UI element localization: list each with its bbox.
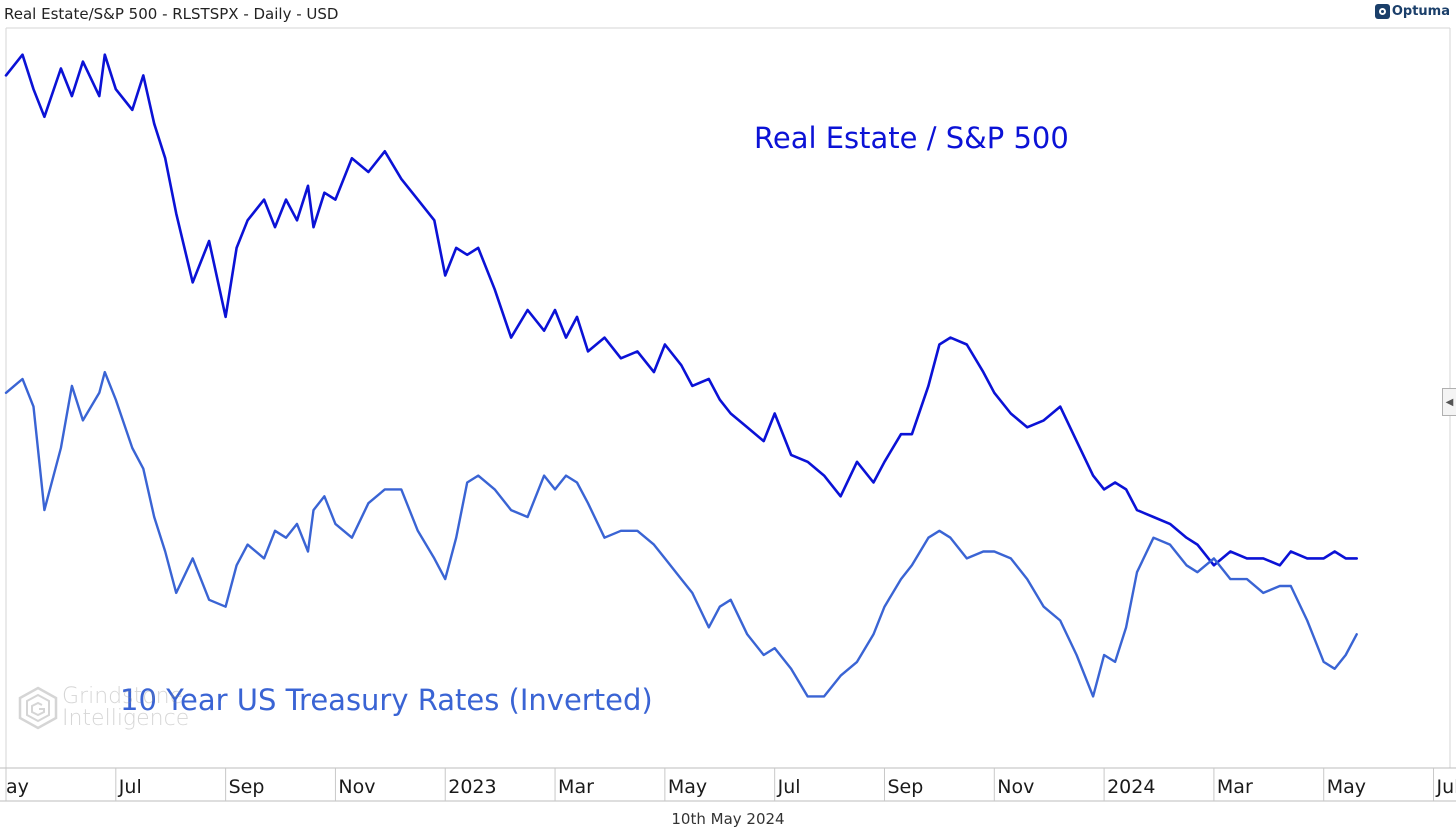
collapse-panel-button[interactable]: ◀ bbox=[1442, 388, 1456, 416]
chevron-left-icon: ◀ bbox=[1445, 396, 1454, 408]
x-tick-label: 2023 bbox=[448, 776, 496, 798]
x-tick-label: 2024 bbox=[1107, 776, 1155, 798]
series-layer bbox=[4, 53, 1358, 698]
chart-date-label: 10th May 2024 bbox=[671, 810, 785, 828]
series-labels: Real Estate / S&P 500 10 Year US Treasury… bbox=[120, 121, 1069, 717]
x-tick-label: Nov bbox=[338, 776, 375, 798]
x-tick-label: Nov bbox=[997, 776, 1034, 798]
series-line-10yr-treasury-inverted[interactable] bbox=[4, 370, 1358, 698]
x-tick-label: May bbox=[668, 776, 707, 798]
grindstone-hexagon-icon bbox=[18, 686, 58, 730]
x-tick-label: ay bbox=[6, 776, 29, 798]
watermark-line2: Intelligence bbox=[62, 706, 190, 731]
watermark-line1: Grindstone bbox=[62, 684, 184, 709]
x-tick-label: May bbox=[1327, 776, 1366, 798]
series-line-real-estate-sp500[interactable] bbox=[4, 53, 1358, 567]
x-tick-label: Sep bbox=[229, 776, 265, 798]
x-tick-label: Jul bbox=[118, 776, 142, 798]
x-tick-label: Sep bbox=[887, 776, 923, 798]
optuma-logo-icon bbox=[1374, 4, 1390, 19]
chart-title: Real Estate/S&P 500 - RLSTSPX - Daily - … bbox=[4, 5, 339, 23]
x-axis-ticks: ay Jul Sep Nov 2023 Mar May Jul Sep Nov 2024 Mar May… bbox=[5, 768, 1456, 801]
x-tick-label: Mar bbox=[558, 776, 594, 798]
optuma-logo: Optuma bbox=[1374, 4, 1450, 19]
x-tick-label: Mar bbox=[1217, 776, 1253, 798]
grindstone-watermark: Grindstone Intelligence bbox=[18, 686, 189, 730]
x-tick-label: Jul bbox=[777, 776, 801, 798]
x-tick-label: Jul bbox=[1436, 776, 1456, 798]
optuma-logo-text: Optuma bbox=[1391, 4, 1450, 19]
series-label-real-estate-sp500: Real Estate / S&P 500 bbox=[754, 121, 1069, 155]
series-label-10yr-treasury-inverted: 10 Year US Treasury Rates (Inverted) bbox=[120, 683, 653, 717]
